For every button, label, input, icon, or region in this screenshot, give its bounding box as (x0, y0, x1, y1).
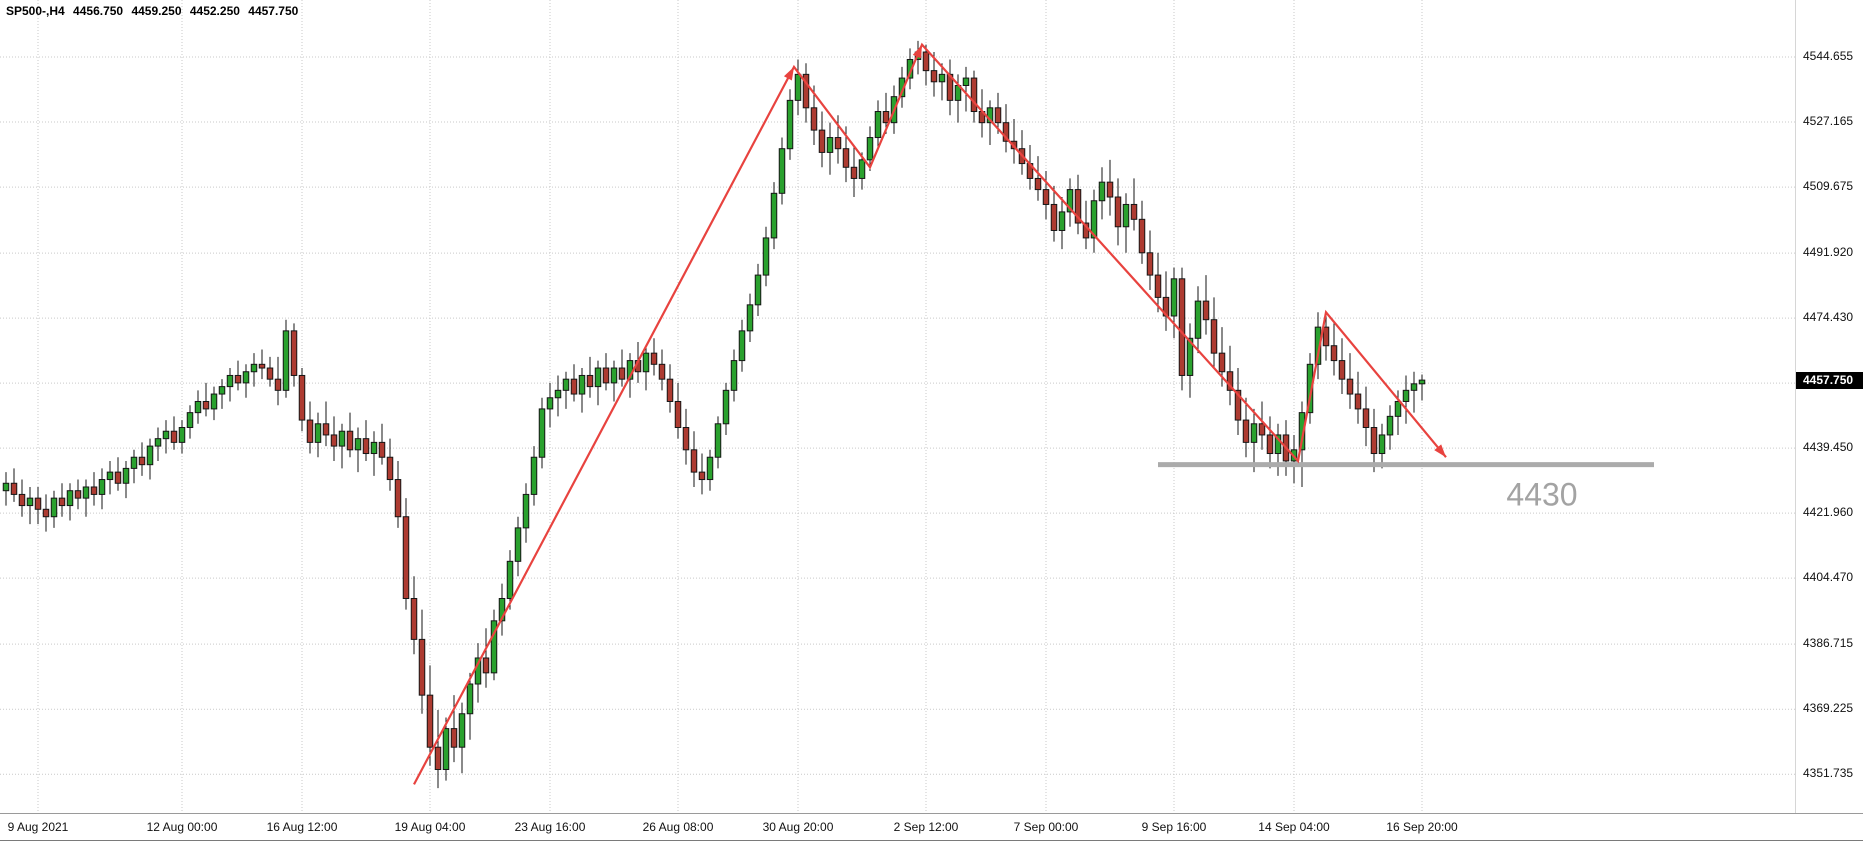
support-level-label: 4430 (1506, 476, 1577, 512)
time-tick-label: 12 Aug 00:00 (146, 820, 218, 834)
price-tick-label: 4474.430 (1803, 310, 1854, 325)
price-tick-label: 4527.165 (1803, 114, 1854, 129)
price-tick-label: 4439.450 (1803, 440, 1854, 455)
time-tick-label: 9 Sep 16:00 (1141, 820, 1207, 834)
ohlc-low: 4452.250 (189, 4, 240, 18)
candles (2, 40, 1426, 789)
symbol-ohlc-readout: SP500-,H4 4456.750 4459.250 4452.250 445… (6, 4, 303, 18)
trend-arrowhead-icon (783, 66, 794, 81)
gridlines (0, 0, 1795, 813)
trend-arrowhead-icon (1434, 444, 1446, 458)
ohlc-close: 4457.750 (248, 4, 299, 18)
time-tick-label: 23 Aug 16:00 (514, 820, 586, 834)
price-tick-label: 4421.960 (1803, 505, 1854, 520)
time-tick-label: 26 Aug 08:00 (642, 820, 714, 834)
price-tick-label: 4544.655 (1803, 49, 1854, 64)
price-tick-label: 4404.470 (1803, 570, 1854, 585)
price-tick-label: 4509.675 (1803, 179, 1854, 194)
time-axis[interactable]: 9 Aug 2021 12 Aug 00:00 16 Aug 12:00 19 Aug… (0, 813, 1863, 841)
time-tick-label: 9 Aug 2021 (7, 820, 69, 834)
time-tick-label: 19 Aug 04:00 (394, 820, 466, 834)
time-tick-label: 16 Sep 20:00 (1386, 820, 1458, 834)
symbol-timeframe: SP500-,H4 (6, 4, 65, 18)
zigzag-trend-line[interactable] (413, 42, 1447, 785)
price-tick-label: 4386.715 (1803, 636, 1854, 651)
current-price-badge: 4457.750 (1796, 371, 1863, 389)
ohlc-open: 4456.750 (73, 4, 124, 18)
time-tick-label: 2 Sep 12:00 (893, 820, 959, 834)
candlestick-chart[interactable]: 4430 (0, 0, 1795, 813)
price-tick-label: 4351.735 (1803, 766, 1854, 781)
price-tick-label: 4369.225 (1803, 701, 1854, 716)
ohlc-high: 4459.250 (131, 4, 182, 18)
time-tick-label: 14 Sep 04:00 (1258, 820, 1330, 834)
time-tick-label: 16 Aug 12:00 (266, 820, 338, 834)
trend-arrowhead-icon (912, 44, 922, 59)
time-tick-label: 30 Aug 20:00 (762, 820, 834, 834)
price-axis[interactable]: 4544.655 4527.165 4509.675 4491.920 4474.430… (1795, 0, 1863, 813)
price-tick-label: 4491.920 (1803, 245, 1854, 260)
time-tick-label: 7 Sep 00:00 (1013, 820, 1079, 834)
